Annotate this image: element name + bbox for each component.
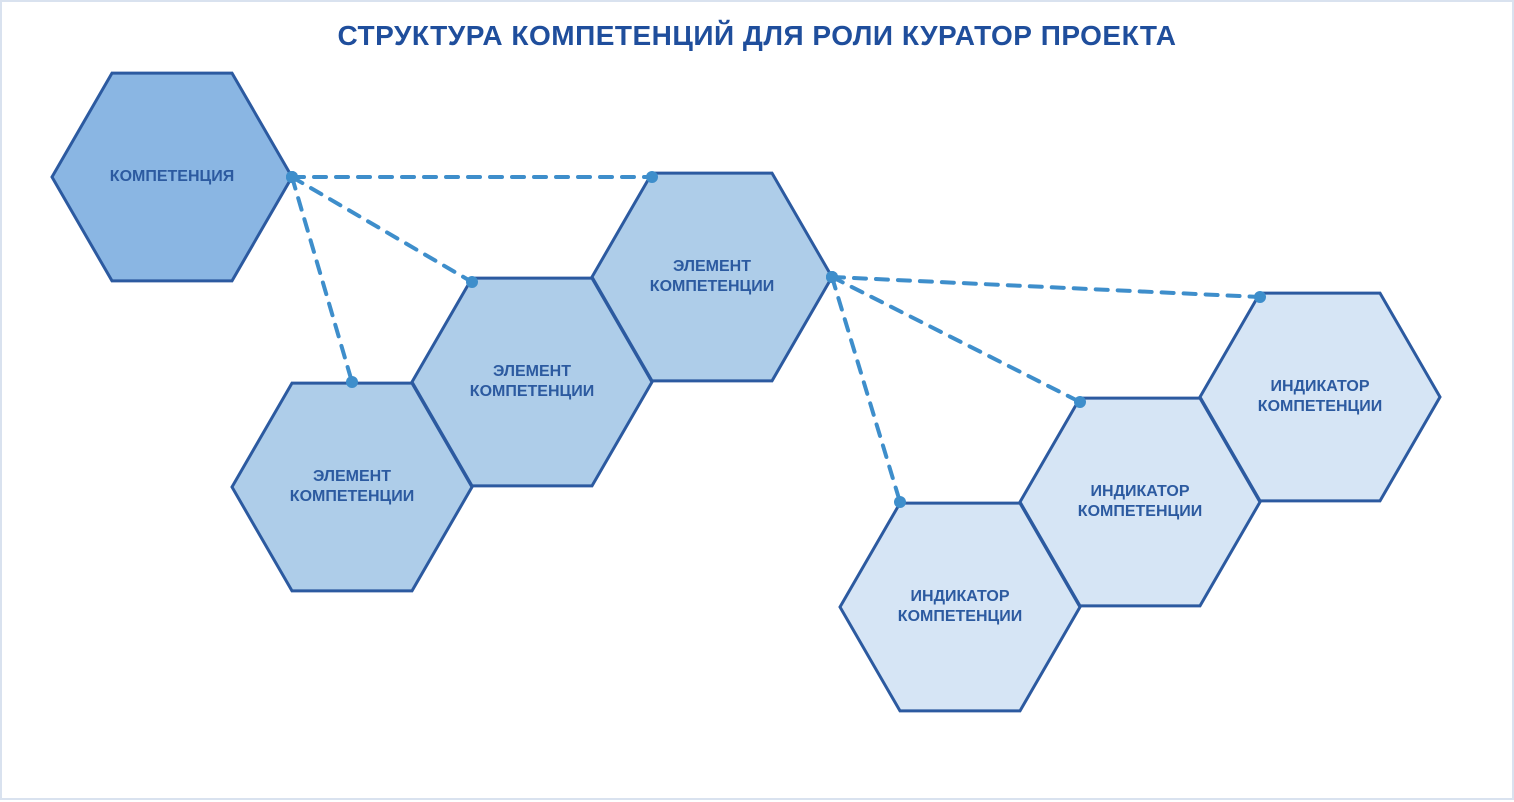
edge [292,177,352,382]
hex-label: ИНДИКАТОР [911,588,1010,605]
hex-label: КОМПЕТЕНЦИЯ [110,168,234,185]
hex-label: ЭЛЕМЕНТ [673,258,751,275]
hex-layer: КОМПЕТЕНЦИЯ ЭЛЕМЕНТ КОМПЕТЕНЦИИ ЭЛЕМЕНТ КОМП… [52,73,1440,711]
hex-label: ИНДИКАТОР [1091,483,1190,500]
edge-endpoint [894,496,906,508]
edge [832,277,1080,402]
edge-endpoint [826,271,838,283]
edge-endpoint [646,171,658,183]
hex-label: КОМПЕТЕНЦИИ [650,278,774,295]
edge-endpoint [286,171,298,183]
hex-label: КОМПЕТЕНЦИИ [1078,503,1202,520]
edge [832,277,900,502]
hex-label: ЭЛЕМЕНТ [313,468,391,485]
hex-label: ЭЛЕМЕНТ [493,363,571,380]
hex-label: КОМПЕТЕНЦИИ [898,608,1022,625]
edge [832,277,1260,297]
diagram-frame: СТРУКТУРА КОМПЕТЕНЦИЙ ДЛЯ РОЛИ КУРАТОР П… [0,0,1514,800]
hex-label: КОМПЕТЕНЦИИ [1258,398,1382,415]
edge-endpoint [346,376,358,388]
hex-label: КОМПЕТЕНЦИИ [470,383,594,400]
edge-endpoint [1254,291,1266,303]
hex-label: ИНДИКАТОР [1271,378,1370,395]
diagram-canvas: КОМПЕТЕНЦИЯ ЭЛЕМЕНТ КОМПЕТЕНЦИИ ЭЛЕМЕНТ КОМП… [2,2,1514,802]
hex-competency: КОМПЕТЕНЦИЯ [52,73,292,281]
edge-endpoint [466,276,478,288]
edge-endpoint [1074,396,1086,408]
hex-label: КОМПЕТЕНЦИИ [290,488,414,505]
